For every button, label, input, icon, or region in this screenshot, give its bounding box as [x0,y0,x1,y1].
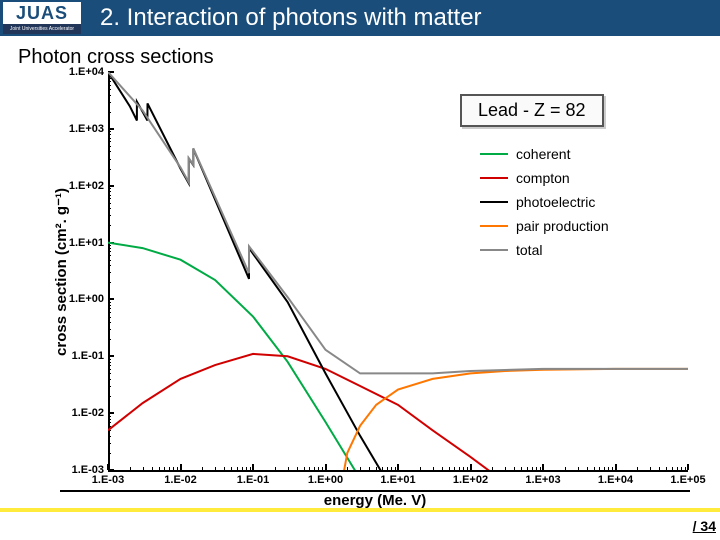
legend-swatch [480,201,508,203]
x-tick-label: 1.E+01 [380,474,415,486]
slide-subtitle: Photon cross sections [18,46,720,69]
legend-item-pair: pair production [480,214,609,238]
slide-title: 2. Interaction of photons with matter [100,4,482,32]
x-tick-label: 1.E-01 [237,474,269,486]
x-tick-label: 1.E+02 [453,474,488,486]
x-tick-label: 1.E+04 [598,474,633,486]
legend-label: total [516,242,542,258]
x-tick-label: 1.E-03 [92,474,124,486]
y-tick-label: 1.E-02 [52,407,104,419]
logo: JUAS Joint Universities Accelerator Scho… [2,1,82,35]
legend-swatch [480,153,508,155]
legend-swatch [480,249,508,251]
x-tick-label: 1.E+00 [308,474,343,486]
y-tick-label: 1.E+03 [52,123,104,135]
legend-item-compton: compton [480,166,609,190]
legend-label: photoelectric [516,194,595,210]
chart: 1.E-03 1.E-02 1.E-01 1.E+00 1.E+01 1.E+02 1.E+… [60,72,690,492]
header-bar: JUAS Joint Universities Accelerator Scho… [0,0,720,36]
logo-text: JUAS [16,3,68,24]
series-pair [334,369,688,470]
plot-area [108,72,688,470]
legend-swatch [480,225,508,227]
x-tick-label: 1.E+03 [525,474,560,486]
series-compton [108,354,505,470]
x-axis [108,470,688,472]
legend-label: pair production [516,218,609,234]
legend-item-coherent: coherent [480,142,609,166]
page-number: / 34 [693,518,716,534]
logo-subtitle: Joint Universities Accelerator School [3,24,81,34]
y-tick-label: 1.E+04 [52,66,104,78]
legend-swatch [480,177,508,179]
x-tick-label: 1.E+05 [670,474,705,486]
x-axis-label: energy (Me. V) [324,492,427,509]
y-axis-label: cross section (cm². g⁻¹) [52,188,70,356]
footer-strip [0,508,720,512]
legend-item-photoelectric: photoelectric [480,190,609,214]
legend: coherent compton photoelectric pair product… [480,142,609,262]
legend-item-total: total [480,238,609,262]
legend-label: compton [516,170,570,186]
legend-label: coherent [516,146,570,162]
x-tick-label: 1.E-02 [164,474,196,486]
